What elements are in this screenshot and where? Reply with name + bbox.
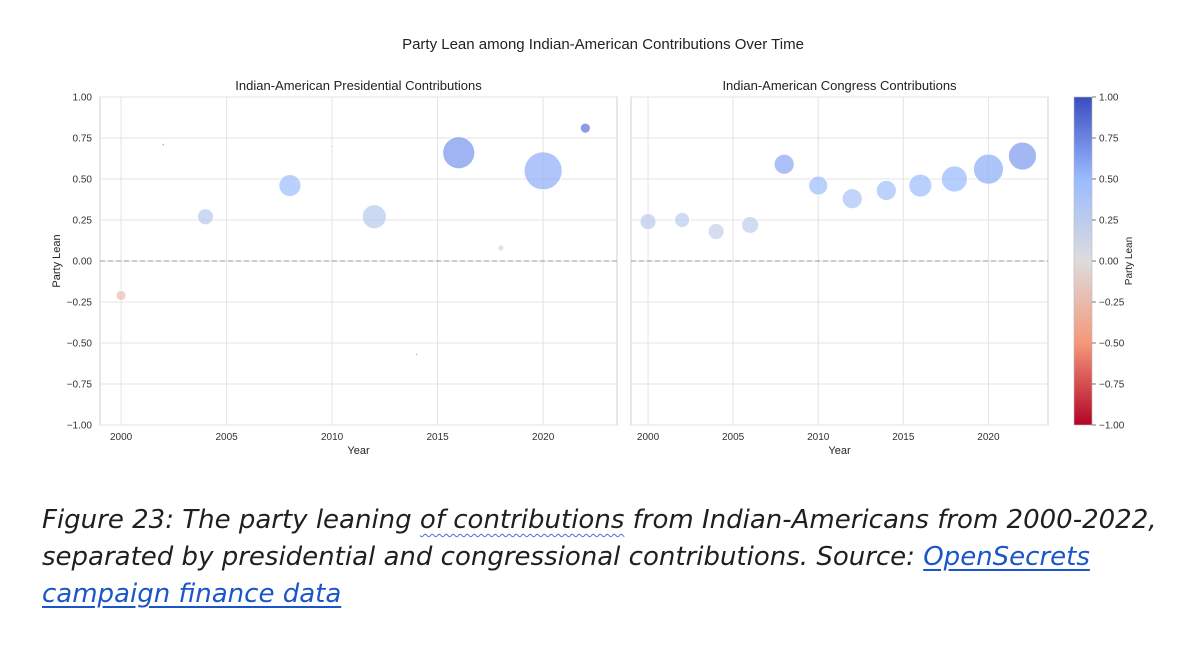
colorbar-tick-label: 0.75 — [1099, 134, 1119, 145]
congress-panel: 2000 2005 2010 2015 2020 Indian-American Cong… — [630, 78, 1049, 457]
y-tick-label: −0.25 — [67, 298, 93, 309]
y-tick-label: 0.50 — [73, 175, 93, 186]
scatter-point-2004 — [707, 223, 725, 240]
y-tick-label: 0.75 — [73, 134, 93, 145]
x-tick-label: 2020 — [532, 432, 555, 443]
panel-title: Indian-American Congress Contributions — [722, 78, 957, 93]
scatter-point-2002 — [161, 142, 165, 147]
scatter-point-2008 — [278, 174, 302, 197]
scatter-point-2012 — [841, 188, 863, 210]
scatter-point-2018 — [940, 165, 968, 193]
scatter-point-2000 — [115, 290, 127, 301]
x-tick-label: 2020 — [977, 432, 1000, 443]
scatter-point-2020 — [973, 153, 1004, 185]
colorbar-tick-label: 1.00 — [1099, 93, 1119, 104]
y-tick-label: −0.50 — [67, 339, 93, 350]
y-tick-label: −1.00 — [67, 421, 93, 432]
scatter-point-2004 — [197, 208, 214, 226]
scatter-point-2010 — [808, 175, 829, 196]
colorbar-tick-label: −0.25 — [1099, 298, 1125, 309]
colorbar-tick-label: −1.00 — [1099, 421, 1125, 432]
presidential-panel: 1.00 0.75 0.50 0.25 0.00 −0.25 −0.50 −0.75 −1.00… — [51, 78, 618, 457]
caption-text-start: Figure 23: The party leaning — [42, 505, 420, 535]
colorbar-tick-label: −0.75 — [1099, 380, 1125, 391]
x-tick-label: 2010 — [807, 432, 830, 443]
scatter-point-2016 — [442, 136, 476, 170]
x-tick-label: 2015 — [427, 432, 450, 443]
caption-squiggle-text: of contributions — [419, 505, 625, 535]
colorbar-gradient — [1073, 96, 1093, 426]
colorbar-tick-label: 0.50 — [1099, 175, 1119, 186]
x-tick-label: 2005 — [215, 432, 238, 443]
scatter-point-2022 — [1008, 141, 1037, 171]
colorbar-tick-label: 0.00 — [1099, 257, 1119, 268]
colorbar-tick-label: −0.50 — [1099, 339, 1125, 350]
x-axis-label: Year — [828, 445, 851, 457]
colorbar: 1.00 0.75 0.50 0.25 0.00 −0.25 −0.50 −0.75 −1.00… — [1073, 93, 1135, 432]
panel-title: Indian-American Presidential Contributio… — [235, 78, 482, 93]
colorbar-tick-label: 0.25 — [1099, 216, 1119, 227]
x-tick-label: 2010 — [321, 432, 344, 443]
y-axis-label: Party Lean — [51, 234, 63, 287]
chart-suptitle: Party Lean among Indian-American Contrib… — [402, 36, 804, 53]
x-tick-label: 2000 — [110, 432, 133, 443]
scatter-point-2010 — [330, 144, 334, 148]
scatter-point-2006 — [741, 216, 760, 234]
scatter-point-2018 — [497, 244, 505, 252]
colorbar-label: Party Lean — [1124, 237, 1135, 285]
scatter-point-2014 — [414, 352, 419, 357]
caption-text-end: from Indian-Americans from 2000-2022, se… — [42, 505, 1157, 572]
figure-caption: Figure 23: The party leaning of contribu… — [42, 502, 1162, 613]
x-tick-label: 2000 — [637, 432, 660, 443]
scatter-point-2008 — [773, 153, 795, 175]
scatter-point-2012 — [361, 204, 387, 230]
y-tick-label: 0.00 — [73, 257, 93, 268]
scatter-point-2022 — [579, 122, 591, 134]
x-axis-label: Year — [347, 445, 370, 457]
scatter-point-2000 — [639, 213, 657, 231]
y-tick-label: −0.75 — [67, 380, 93, 391]
opensecrets-link[interactable]: OpenSecrets campaign finance data — [42, 542, 1090, 609]
scatter-point-2020 — [523, 151, 563, 191]
chart-figure: Party Lean among Indian-American Contrib… — [51, 36, 1135, 457]
x-tick-label: 2005 — [722, 432, 745, 443]
y-tick-label: 1.00 — [73, 93, 93, 104]
scatter-point-2014 — [875, 180, 897, 201]
scatter-point-2016 — [908, 173, 933, 198]
scatter-point-2002 — [674, 212, 690, 228]
y-tick-label: 0.25 — [73, 216, 93, 227]
x-tick-label: 2015 — [892, 432, 915, 443]
